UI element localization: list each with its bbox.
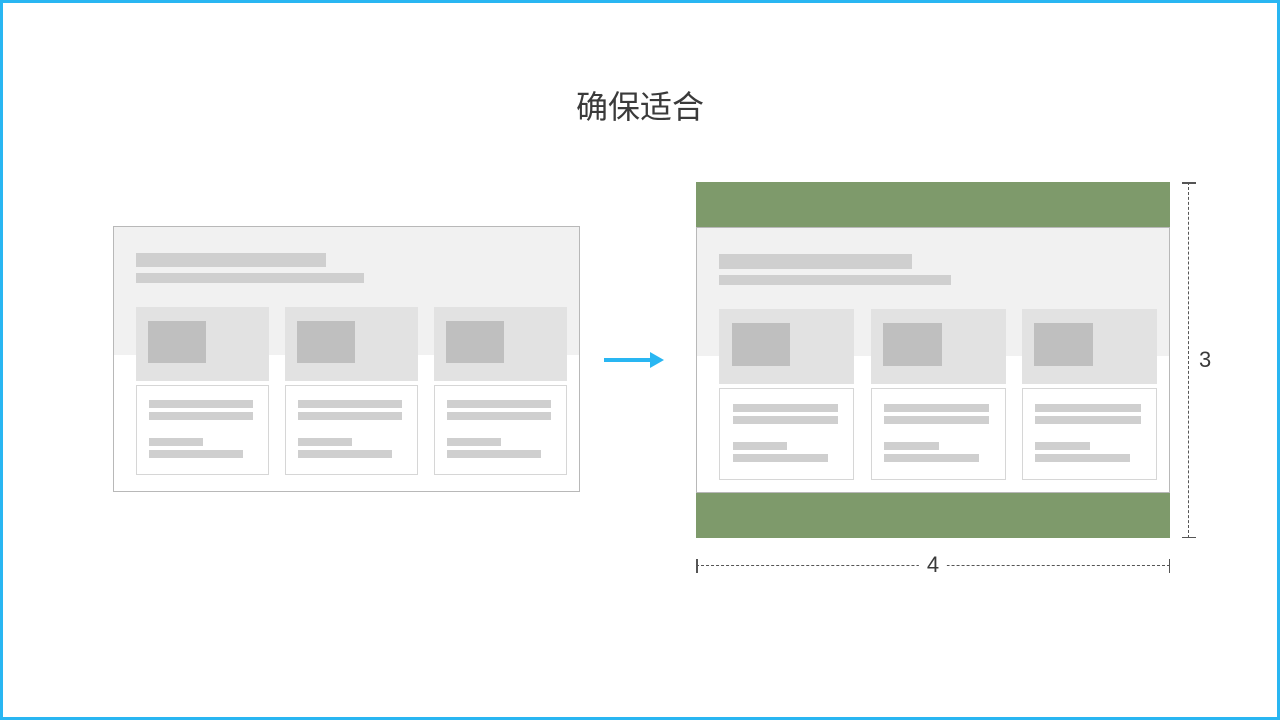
placeholder-subheading <box>719 275 950 285</box>
placeholder-text-line <box>447 400 551 408</box>
placeholder-textbox <box>719 388 854 479</box>
placeholder-thumbnail <box>732 323 791 366</box>
placeholder-text-line <box>298 412 402 420</box>
placeholder-text-line <box>149 450 243 458</box>
placeholder-card <box>136 307 269 381</box>
placeholder-text-line <box>447 438 501 446</box>
placeholder-subheading <box>136 273 364 283</box>
dimension-height-label: 3 <box>1199 347 1211 373</box>
placeholder-text-line <box>1035 442 1090 450</box>
slide-title: 确保适合 <box>0 82 1280 128</box>
placeholder-text-line <box>1035 454 1130 462</box>
placeholder-thumbnail <box>883 323 942 366</box>
dimension-height: 3 <box>1188 182 1189 538</box>
placeholder-textbox <box>285 385 418 475</box>
placeholder-thumbnail <box>1034 323 1093 366</box>
placeholder-card <box>285 307 418 381</box>
after-slide-wireframe <box>696 227 1170 493</box>
placeholder-card <box>1022 309 1157 384</box>
placeholder-text-line <box>1035 416 1141 424</box>
placeholder-text-line <box>884 454 979 462</box>
placeholder-text-line <box>149 412 253 420</box>
placeholder-thumbnail <box>446 321 504 363</box>
placeholder-text-line <box>733 404 839 412</box>
placeholder-textbox <box>136 385 269 475</box>
placeholder-text-line <box>298 450 392 458</box>
placeholder-heading <box>719 254 912 268</box>
dimension-width-label: 4 <box>919 552 947 578</box>
dimension-width: 4 <box>696 565 1170 566</box>
placeholder-text-line <box>298 438 352 446</box>
placeholder-text-line <box>447 450 541 458</box>
placeholder-textbox <box>1022 388 1157 479</box>
placeholder-heading <box>136 253 326 267</box>
arrow-right-icon <box>604 352 664 368</box>
placeholder-card <box>871 309 1006 384</box>
placeholder-card <box>434 307 567 381</box>
placeholder-text-line <box>733 442 788 450</box>
placeholder-text-line <box>733 416 839 424</box>
before-slide-wireframe <box>113 226 580 492</box>
placeholder-textbox <box>434 385 567 475</box>
placeholder-text-line <box>149 438 203 446</box>
placeholder-text-line <box>733 454 828 462</box>
placeholder-text-line <box>884 442 939 450</box>
placeholder-text-line <box>447 412 551 420</box>
placeholder-text-line <box>298 400 402 408</box>
placeholder-thumbnail <box>148 321 206 363</box>
placeholder-textbox <box>871 388 1006 479</box>
placeholder-thumbnail <box>297 321 355 363</box>
placeholder-text-line <box>884 416 990 424</box>
placeholder-text-line <box>149 400 253 408</box>
placeholder-card <box>719 309 854 384</box>
placeholder-text-line <box>884 404 990 412</box>
placeholder-text-line <box>1035 404 1141 412</box>
